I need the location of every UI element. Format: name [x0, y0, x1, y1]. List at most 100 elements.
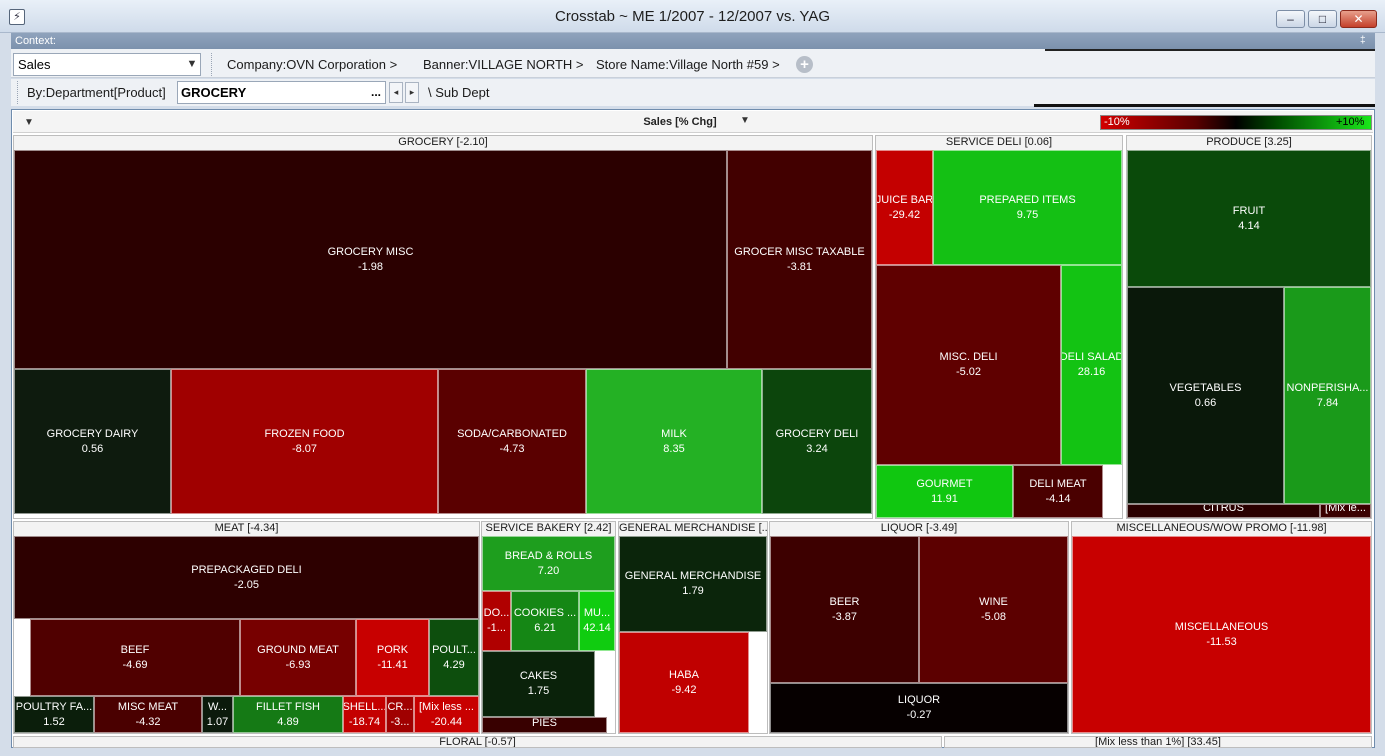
pin-icon[interactable]: ‡ — [1360, 35, 1366, 46]
treemap-group-header[interactable]: PRODUCE [3.25] — [1127, 136, 1371, 151]
treemap-tile-soda-carbonated[interactable]: SODA/CARBONATED -4.73 — [438, 369, 586, 514]
treemap-tile-beef[interactable]: BEEF -4.69 — [30, 619, 240, 696]
tile-label: GOURMET — [916, 477, 973, 490]
treemap-group-mix-less-than-1-33-45[interactable]: [Mix less than 1%] [33.45] — [944, 736, 1372, 748]
treemap-group-general-merchandise[interactable]: GENERAL MERCHANDISE [... GENERAL MERCHAND… — [618, 521, 768, 734]
treemap-tile-cr[interactable]: CR... -3... — [386, 696, 414, 733]
treemap-tile-grocery-dairy[interactable]: GROCERY DAIRY 0.56 — [14, 369, 171, 514]
treemap-tile-liquor[interactable]: LIQUOR -0.27 — [770, 683, 1068, 733]
chevron-down-icon[interactable]: ▼ — [186, 58, 198, 70]
treemap-group-header[interactable]: SERVICE BAKERY [2.42] — [482, 522, 615, 537]
tile-value: -8.07 — [291, 442, 318, 455]
treemap-group-produce-3-25[interactable]: PRODUCE [3.25] FRUIT 4.14 VEGETABLES 0.66 NON… — [1126, 135, 1372, 519]
treemap-tile-nonperisha[interactable]: NONPERISHA... 7.84 — [1284, 287, 1371, 504]
treemap-tile-grocer-misc-taxable[interactable]: GROCER MISC TAXABLE -3.81 — [727, 150, 872, 369]
add-filter-button[interactable]: + — [796, 56, 813, 73]
treemap-tile-juice-bar[interactable]: JUICE BAR -29.42 — [876, 150, 933, 265]
treemap-tile-fruit[interactable]: FRUIT 4.14 — [1127, 150, 1371, 287]
treemap-group-meat-4-34[interactable]: MEAT [-4.34] PREPACKAGED DELI -2.05 BEEF -4.… — [13, 521, 480, 734]
treemap-group-grocery-2-10[interactable]: GROCERY [-2.10] GROCERY MISC -1.98 GROCER M… — [13, 135, 873, 519]
treemap-tile-miscellaneous[interactable]: MISCELLANEOUS -11.53 — [1072, 536, 1371, 733]
treemap-tile-beer[interactable]: BEER -3.87 — [770, 536, 919, 683]
crosstab-app-icon[interactable]: ⚡ — [9, 9, 25, 25]
tile-label: CR... — [387, 700, 413, 713]
title-bar — [0, 0, 1385, 33]
sub-dimension-label[interactable]: \ Sub Dept — [428, 85, 490, 100]
treemap-tile-wine[interactable]: WINE -5.08 — [919, 536, 1068, 683]
treemap-tile-milk[interactable]: MILK 8.35 — [586, 369, 762, 514]
tile-value: 11.91 — [931, 492, 958, 505]
tile-label: FILLET FISH — [256, 700, 320, 713]
browse-button[interactable]: ... — [370, 85, 381, 99]
treemap-tile-frozen-food[interactable]: FROZEN FOOD -8.07 — [171, 369, 438, 514]
treemap-group-header[interactable]: [Mix less than 1%] [33.45] — [945, 737, 1371, 747]
treemap-tile-misc-meat[interactable]: MISC MEAT -4.32 — [94, 696, 202, 733]
close-button[interactable]: ✕ — [1340, 10, 1377, 28]
tile-label: [Mix less ... — [418, 700, 474, 713]
collapse-icon[interactable]: ▼ — [24, 117, 34, 128]
treemap-tile-gourmet[interactable]: GOURMET 11.91 — [876, 465, 1013, 518]
chevron-down-icon[interactable]: ▼ — [740, 115, 750, 126]
treemap-group-header[interactable]: MISCELLANEOUS/WOW PROMO [-11.98] — [1072, 522, 1371, 537]
breadcrumb-banner[interactable]: Banner:VILLAGE NORTH > — [423, 57, 584, 72]
treemap-group-service-bakery-2-42[interactable]: SERVICE BAKERY [2.42] BREAD & ROLLS 7.20 DO… — [481, 521, 616, 734]
treemap-group-liquor-3-49[interactable]: LIQUOR [-3.49] BEER -3.87 WINE -5.08 LIQUOR -0… — [769, 521, 1069, 734]
treemap-tile-do[interactable]: DO... -1... — [482, 591, 511, 651]
tile-value: -11.41 — [377, 658, 408, 671]
treemap-group-floral-0-57[interactable]: FLORAL [-0.57] — [13, 736, 942, 748]
treemap-group-header[interactable]: GROCERY [-2.10] — [14, 136, 872, 151]
next-member-button[interactable]: ▸ — [405, 82, 419, 103]
treemap-tile-mix-less[interactable]: [Mix less ... -20.44 — [414, 696, 479, 733]
treemap-tile-mix-le[interactable]: [Mix le... — [1320, 504, 1371, 518]
breadcrumb-store[interactable]: Store Name:Village North #59 > — [596, 57, 780, 72]
treemap-group-miscellaneous-wow-promo-11-98[interactable]: MISCELLANEOUS/WOW PROMO [-11.98] MISCELLA… — [1071, 521, 1372, 734]
treemap-group-header[interactable]: SERVICE DELI [0.06] — [876, 136, 1122, 151]
treemap-tile-shell[interactable]: SHELL... -18.74 — [343, 696, 386, 733]
treemap-group-header[interactable]: GENERAL MERCHANDISE [... — [619, 522, 767, 537]
dimension-label: By:Department[Product] — [27, 85, 166, 100]
treemap-tile-poult[interactable]: POULT... 4.29 — [429, 619, 479, 696]
treemap-tile-w[interactable]: W... 1.07 — [202, 696, 233, 733]
treemap-tile-grocery-misc[interactable]: GROCERY MISC -1.98 — [14, 150, 727, 369]
treemap-tile-misc-deli[interactable]: MISC. DELI -5.02 — [876, 265, 1061, 465]
tile-label: JUICE BAR — [876, 193, 933, 206]
treemap-tile-cookies[interactable]: COOKIES ... 6.21 — [511, 591, 579, 651]
treemap-group-service-deli-0-06[interactable]: SERVICE DELI [0.06] JUICE BAR -29.42 PREPAR… — [875, 135, 1123, 519]
tile-label: DELI SALAD — [1061, 351, 1122, 363]
toolbar-separator — [17, 81, 18, 104]
dimension-value-input[interactable]: GROCERY — [177, 81, 386, 104]
prev-member-button[interactable]: ◂ — [389, 82, 403, 103]
treemap-tile-bread-rolls[interactable]: BREAD & ROLLS 7.20 — [482, 536, 615, 591]
tile-value: 4.14 — [1238, 219, 1260, 232]
breadcrumb-company[interactable]: Company:OVN Corporation > — [227, 57, 398, 72]
maximize-button[interactable]: □ — [1308, 10, 1337, 28]
treemap-group-header[interactable]: LIQUOR [-3.49] — [770, 522, 1068, 537]
tile-label: PORK — [376, 643, 409, 656]
treemap-tile-citrus[interactable]: CITRUS — [1127, 504, 1320, 518]
treemap-tile-poultry-fa[interactable]: POULTRY FA... 1.52 — [14, 696, 94, 733]
treemap-tile-deli-salad[interactable]: DELI SALAD 28.16 — [1061, 265, 1122, 465]
treemap-tile-prepared-items[interactable]: PREPARED ITEMS 9.75 — [933, 150, 1122, 265]
treemap-tile-pies[interactable]: PIES — [482, 717, 607, 733]
tile-label: FRUIT — [1232, 204, 1266, 217]
measure-select[interactable]: Sales — [13, 53, 201, 76]
treemap-tile-mu[interactable]: MU... 42.14 — [579, 591, 615, 651]
treemap-tile-fillet-fish[interactable]: FILLET FISH 4.89 — [233, 696, 343, 733]
tile-label: PIES — [531, 717, 558, 729]
treemap-tile-ground-meat[interactable]: GROUND MEAT -6.93 — [240, 619, 356, 696]
treemap-tile-grocery-deli[interactable]: GROCERY DELI 3.24 — [762, 369, 872, 514]
measure-label[interactable]: Sales [% Chg] — [643, 116, 717, 128]
treemap-tile-cakes[interactable]: CAKES 1.75 — [482, 651, 595, 717]
treemap-group-header[interactable]: FLORAL [-0.57] — [14, 737, 941, 747]
treemap-tile-prepackaged-deli[interactable]: PREPACKAGED DELI -2.05 — [14, 536, 479, 619]
tile-value: 0.66 — [1194, 396, 1217, 409]
treemap-tile-vegetables[interactable]: VEGETABLES 0.66 — [1127, 287, 1284, 504]
treemap-tile-haba[interactable]: HABA -9.42 — [619, 632, 749, 733]
treemap-group-header[interactable]: MEAT [-4.34] — [14, 522, 479, 537]
treemap-tile-pork[interactable]: PORK -11.41 — [356, 619, 429, 696]
treemap-tile-general-merchandise[interactable]: GENERAL MERCHANDISE 1.79 — [619, 536, 767, 632]
treemap-tile-deli-meat[interactable]: DELI MEAT -4.14 — [1013, 465, 1103, 518]
tile-value: 1.79 — [682, 585, 704, 597]
tile-label: NONPERISHA... — [1286, 381, 1369, 394]
minimize-button[interactable]: – — [1276, 10, 1305, 28]
